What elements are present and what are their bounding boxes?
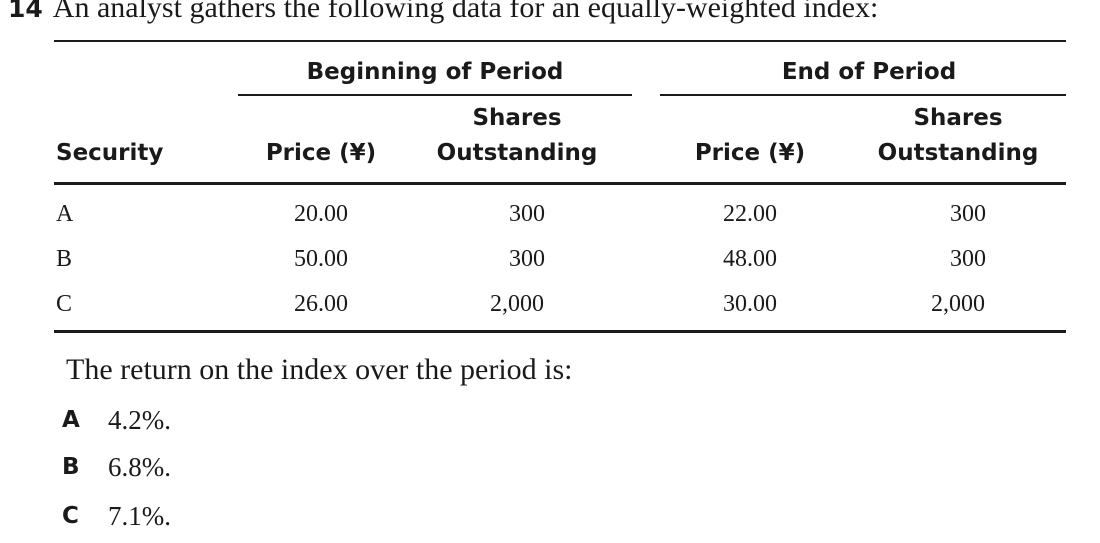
begin-shares-cell: 300: [509, 246, 545, 272]
option-text: 7.1%.: [108, 501, 171, 531]
question-stem: The return on the index over the period …: [66, 353, 573, 386]
end-price-cell: 48.00: [723, 246, 777, 272]
begin-shares-column-header-line1: Shares: [472, 105, 562, 131]
option-letter: B: [62, 454, 80, 480]
end-shares-cell: 300: [950, 201, 986, 227]
begin-price-cell: 26.00: [294, 291, 348, 317]
begin-price-cell: 20.00: [294, 201, 348, 227]
begin-shares-column-header-line2: Outstanding: [436, 140, 598, 166]
beginning-group-rule: [238, 94, 632, 96]
begin-price-cell: 50.00: [294, 246, 348, 272]
table-top-rule: [54, 40, 1066, 42]
begin-price-column-header: Price (¥): [265, 140, 377, 166]
question-prompt: An analyst gathers the following data fo…: [52, 0, 879, 24]
option-text: 4.2%.: [108, 405, 171, 435]
end-shares-column-header-line1: Shares: [913, 105, 1003, 131]
option-letter: C: [62, 503, 79, 529]
end-period-header: End of Period: [781, 59, 957, 85]
option-text: 6.8%.: [108, 452, 171, 482]
header-bottom-rule: [54, 182, 1066, 185]
begin-shares-cell: 300: [509, 201, 545, 227]
table-bottom-rule: [54, 330, 1066, 333]
security-column-header: Security: [56, 140, 164, 166]
end-price-column-header: Price (¥): [694, 140, 806, 166]
end-shares-cell: 300: [950, 246, 986, 272]
end-shares-cell: 2,000: [931, 291, 985, 317]
begin-shares-cell: 2,000: [490, 291, 544, 317]
security-cell: C: [56, 291, 73, 317]
end-group-rule: [660, 94, 1066, 96]
option-letter: A: [62, 407, 80, 433]
security-cell: A: [56, 201, 74, 227]
beginning-period-header: Beginning of Period: [306, 59, 564, 85]
question-heading: 14 An analyst gathers the following data …: [8, 0, 878, 25]
question-number: 14: [8, 0, 43, 23]
end-price-cell: 22.00: [723, 201, 777, 227]
end-price-cell: 30.00: [723, 291, 777, 317]
end-shares-column-header-line2: Outstanding: [877, 140, 1039, 166]
security-cell: B: [56, 246, 73, 272]
